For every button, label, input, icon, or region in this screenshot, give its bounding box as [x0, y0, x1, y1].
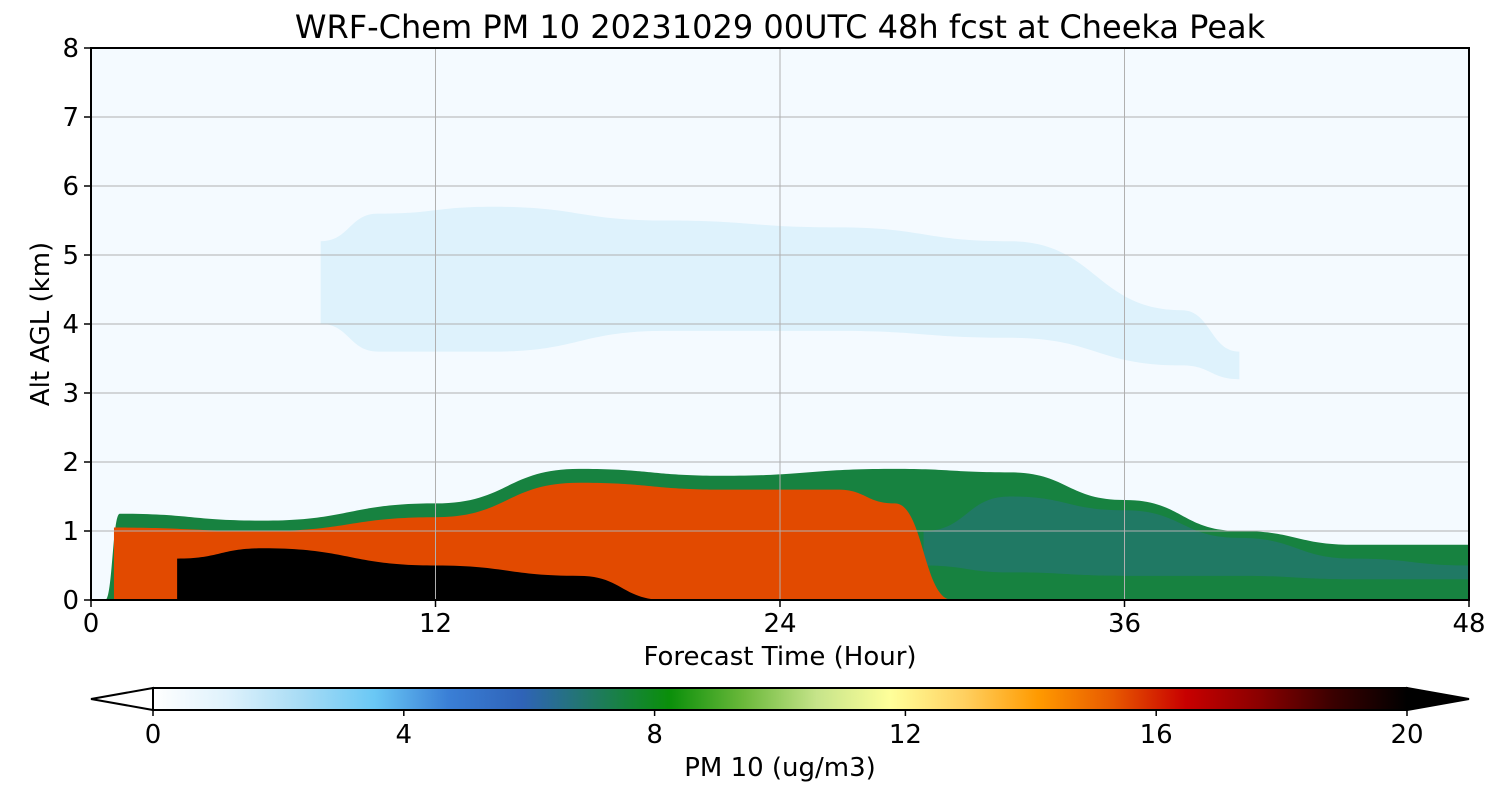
colorbar-extend-low	[90, 686, 154, 712]
chart-title: WRF-Chem PM 10 20231029 00UTC 48h fcst a…	[295, 8, 1266, 46]
grid-lines	[91, 48, 1469, 600]
x-tick-label: 12	[419, 609, 452, 639]
y-tick-label: 6	[62, 172, 79, 202]
colorbar-tick-label: 4	[396, 720, 413, 750]
colorbar-label: PM 10 (ug/m3)	[684, 753, 876, 783]
x-tick-label: 24	[763, 609, 796, 639]
y-tick-label: 4	[62, 310, 79, 340]
contour-green-core	[923, 496, 1469, 580]
colorbar: 0 4 8 12 16 20	[90, 686, 1470, 750]
colorbar-ticks: 0 4 8 12 16 20	[145, 710, 1424, 750]
colorbar-extend-high	[1406, 686, 1470, 712]
x-axis: 0 12 24 36 48	[83, 600, 1486, 639]
y-tick-label: 8	[62, 34, 79, 64]
colorbar-tick-label: 20	[1390, 720, 1423, 750]
plot-area	[91, 48, 1469, 600]
y-tick-label: 2	[62, 448, 79, 478]
y-tick-label: 7	[62, 103, 79, 133]
y-axis: 0 1 2 3 4 5 6 7 8	[62, 34, 91, 616]
y-tick-label: 1	[62, 517, 79, 547]
contour-black-core	[177, 548, 666, 600]
x-tick-label: 48	[1452, 609, 1485, 639]
colorbar-tick-label: 16	[1140, 720, 1173, 750]
x-tick-label: 0	[83, 609, 100, 639]
y-tick-label: 5	[62, 241, 79, 271]
y-tick-label: 3	[62, 379, 79, 409]
y-axis-label: Alt AGL (km)	[26, 242, 56, 406]
y-tick-label: 0	[62, 586, 79, 616]
colorbar-tick-label: 8	[646, 720, 663, 750]
colorbar-tick-label: 0	[145, 720, 162, 750]
colorbar-gradient	[152, 687, 1408, 711]
colorbar-tick-label: 12	[889, 720, 922, 750]
x-tick-label: 36	[1108, 609, 1141, 639]
x-axis-label: Forecast Time (Hour)	[643, 642, 916, 672]
